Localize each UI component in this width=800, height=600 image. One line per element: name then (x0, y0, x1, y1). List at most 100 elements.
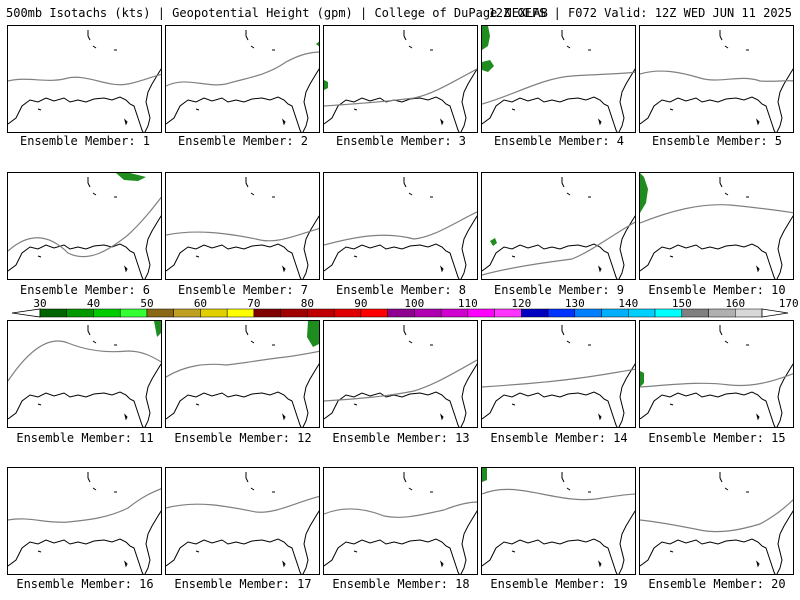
map-feature (719, 30, 723, 41)
map-title: 500mb Isotachs (kts) | Geopotential Heig… (6, 6, 548, 20)
scale-swatch (173, 308, 201, 318)
map-feature (511, 255, 516, 258)
map-feature (87, 177, 91, 188)
coastline (482, 510, 635, 574)
map-feature (124, 560, 128, 568)
height-contour (8, 73, 161, 86)
scale-swatch (253, 308, 281, 318)
map-feature (561, 177, 565, 188)
isotach-shading (482, 60, 494, 72)
height-contour (166, 350, 319, 378)
ensemble-map-panel (7, 25, 162, 133)
scale-swatch (387, 308, 415, 318)
scale-tick-label: 70 (247, 297, 261, 310)
ensemble-member-label: Ensemble Member: 11 (16, 431, 154, 445)
scale-tick-label: 50 (140, 297, 154, 310)
isotach-shading (490, 238, 497, 246)
map-svg (482, 468, 635, 574)
map-feature (92, 45, 97, 49)
scale-swatch (467, 308, 495, 318)
map-svg (640, 472, 793, 574)
map-feature (87, 325, 91, 336)
ensemble-map-panel (323, 25, 478, 133)
ensemble-map-panel (481, 320, 636, 428)
map-svg (8, 30, 161, 132)
ensemble-map-panel (323, 172, 478, 280)
map-feature (245, 325, 249, 336)
isotach-shading (324, 80, 328, 90)
ensemble-map-panel (165, 467, 320, 575)
height-contour (640, 70, 793, 82)
map-feature (353, 403, 358, 406)
map-feature (195, 108, 200, 111)
scale-swatch (547, 308, 576, 318)
map-svg (324, 30, 477, 132)
coastline (166, 510, 319, 574)
map-feature (566, 45, 571, 49)
map-feature (598, 265, 602, 273)
map-feature (37, 108, 42, 111)
ensemble-member-label: Ensemble Member: 20 (648, 577, 786, 591)
map-svg (482, 177, 635, 279)
map-feature (724, 192, 729, 196)
ensemble-map-panel (7, 320, 162, 428)
map-svg (324, 472, 477, 574)
coastline (166, 215, 319, 279)
map-feature (408, 192, 413, 196)
map-feature (756, 118, 760, 126)
map-feature (124, 118, 128, 126)
height-contour (324, 211, 477, 246)
map-feature (669, 108, 674, 111)
map-feature (440, 265, 444, 273)
scale-swatch (333, 308, 362, 318)
ensemble-member-label: Ensemble Member: 5 (651, 134, 783, 148)
coastline (482, 68, 635, 132)
coastline (640, 510, 793, 574)
map-feature (669, 550, 674, 553)
map-feature (250, 340, 255, 344)
scale-swatch (119, 308, 148, 318)
map-feature (403, 177, 407, 188)
ensemble-map-panel (323, 320, 478, 428)
map-feature (195, 255, 200, 258)
ensemble-member-label: Ensemble Member: 2 (177, 134, 309, 148)
scale-swatch (494, 308, 522, 318)
map-feature (408, 340, 413, 344)
scale-swatch (280, 308, 308, 318)
isotach-shading (482, 26, 490, 50)
scale-swatch (708, 308, 736, 318)
map-feature (403, 30, 407, 41)
map-feature (403, 472, 407, 483)
map-feature (353, 255, 358, 258)
coastline (482, 363, 635, 427)
coastline (482, 215, 635, 279)
height-contour (8, 340, 161, 382)
map-feature (195, 403, 200, 406)
height-contour (640, 499, 793, 533)
map-feature (719, 472, 723, 483)
ensemble-member-label: Ensemble Member: 10 (648, 283, 786, 297)
map-svg (482, 325, 635, 427)
scale-arrow-right (761, 308, 789, 318)
map-feature (756, 560, 760, 568)
scale-arrow-left (11, 308, 41, 318)
map-svg (8, 173, 161, 279)
scale-tick-label: 100 (404, 297, 425, 310)
map-feature (566, 192, 571, 196)
map-feature (282, 560, 286, 568)
height-contour (482, 221, 635, 276)
map-feature (282, 413, 286, 421)
map-feature (353, 550, 358, 553)
map-feature (353, 108, 358, 111)
ensemble-map-panel (481, 25, 636, 133)
coastline (640, 68, 793, 132)
scale-tick-label: 150 (671, 297, 692, 310)
ensemble-map-panel (639, 172, 794, 280)
scale-swatch (360, 308, 388, 318)
scale-swatch (414, 308, 442, 318)
map-feature (561, 325, 565, 336)
coastline (640, 215, 793, 279)
map-feature (92, 340, 97, 344)
scale-swatch (521, 308, 549, 318)
isotach-shading (482, 468, 487, 482)
